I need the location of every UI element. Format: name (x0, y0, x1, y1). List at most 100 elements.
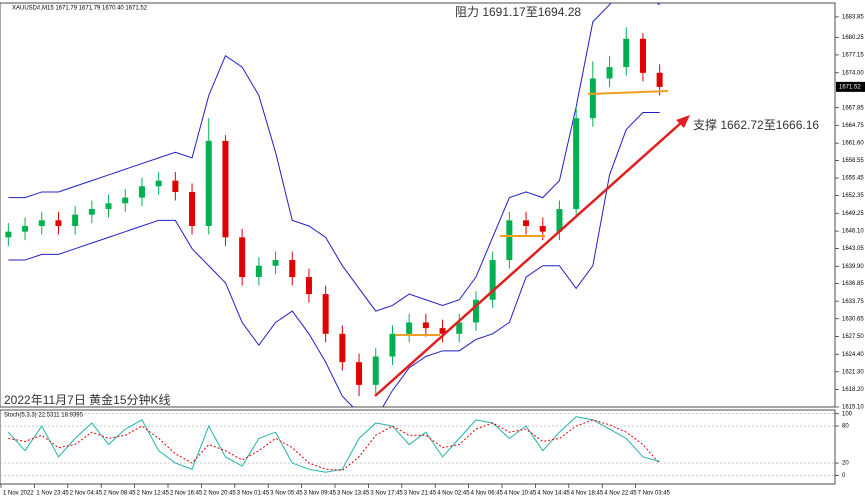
y-tick-label: 1652.35 (842, 193, 864, 199)
support-label: 支撑 1662.72至1666.16 (693, 117, 819, 132)
y-tick-label: 1618.20 (842, 387, 864, 393)
y-tick-label: 1643.05 (842, 246, 864, 252)
y-tick-label: 0 (842, 473, 846, 479)
header: XAUUSD#,M15 1671.79 1671.79 1670.40 1671… (12, 6, 148, 12)
candle-body (472, 299, 479, 323)
y-tick-label: 1680.25 (842, 35, 864, 41)
candle-body (606, 67, 613, 79)
candle-body (639, 38, 646, 73)
y-tick-label: 1633.75 (842, 299, 864, 305)
candle-body (623, 38, 630, 68)
candle-body (573, 118, 580, 209)
stoch-plot (0, 413, 835, 476)
stoch-line (7, 416, 660, 473)
bollinger-band (8, 112, 660, 407)
y-tick-label: 1636.85 (842, 281, 864, 287)
y-tick-label: 1627.50 (842, 334, 864, 340)
x-tick-label: 2 Nov 04:45 (70, 491, 103, 497)
candle-body (356, 362, 363, 385)
candle-body (656, 72, 663, 87)
price-panel (0, 2, 836, 408)
candle-body (172, 180, 179, 192)
candle-body (589, 78, 596, 119)
candle-body (556, 208, 563, 232)
x-tick-label: 4 Nov 18:45 (571, 491, 604, 497)
bollinger-band (8, 3, 660, 312)
y-tick-label: 100 (842, 411, 853, 417)
candle-body (406, 322, 413, 334)
y-tick-label: 1649.25 (842, 211, 864, 217)
candle-body (189, 191, 196, 226)
candle-body (22, 225, 29, 232)
y-tick-label: 1630.65 (842, 316, 864, 322)
level-line (587, 90, 669, 95)
annotation-lines (374, 90, 690, 397)
y-tick-label: 1677.15 (842, 52, 864, 58)
y-tick-label: 1683.85 (842, 14, 864, 20)
x-tick-label: 2 Nov 12:45 (137, 491, 170, 497)
y-tick-label: 1655.45 (842, 176, 864, 182)
candle-body (205, 140, 212, 226)
candle-body (72, 214, 79, 226)
x-tick-label: 3 Nov 09:45 (304, 491, 337, 497)
y-tick-label: 1615.10 (842, 405, 864, 411)
candle-body (305, 277, 312, 295)
x-tick-label: 4 Nov 06:45 (471, 491, 504, 497)
trend-arrow (374, 121, 683, 397)
x-tick-label: 3 Nov 01:45 (237, 491, 270, 497)
candle-body (289, 260, 296, 278)
candle-body (322, 294, 329, 334)
y-tick-label: 1621.30 (842, 369, 864, 375)
x-tick-label: 4 Nov 10:45 (504, 491, 537, 497)
candle-body (506, 220, 513, 261)
x-tick-label: 1 Nov 23:45 (36, 491, 69, 497)
resistance-label: 阻力 1691.17至1694.28 (455, 5, 581, 19)
candle-body (456, 322, 463, 334)
candle-body (389, 333, 396, 357)
current-price: 1671.52 (839, 84, 861, 90)
x-tick-label: 3 Nov 21:45 (404, 491, 437, 497)
candle-body (105, 203, 112, 209)
chart-caption: 2022年11月7日 黄金15分钟K线 (4, 392, 171, 407)
y-tick-label: 1658.55 (842, 158, 864, 164)
x-tick-label: 4 Nov 14:45 (537, 491, 570, 497)
x-tick-label: 2 Nov 08:45 (103, 491, 136, 497)
x-tick-label: 7 Nov 03:45 (638, 491, 671, 497)
candle-body (422, 322, 429, 329)
candle-body (439, 328, 446, 334)
y-tick-label: 1624.40 (842, 352, 864, 358)
candle-body (272, 260, 279, 266)
x-tick-label: 2 Nov 16:45 (170, 491, 203, 497)
x-tick-label: 1 Nov 2022 (3, 491, 34, 497)
y-tick-label: 1664.75 (842, 123, 864, 129)
candle-body (489, 260, 496, 300)
candle-body (55, 220, 62, 226)
y-tick-label: 80 (842, 424, 849, 430)
y-tick-label: 1667.85 (842, 105, 864, 111)
candle-body (222, 140, 229, 238)
x-tick-label: 3 Nov 17:45 (370, 491, 403, 497)
candle-body (88, 208, 95, 215)
candle-body (372, 356, 379, 385)
candle-body (155, 180, 162, 187)
candle-body (255, 265, 262, 278)
price-box (836, 81, 865, 92)
y-tick-label: 1646.10 (842, 229, 864, 235)
x-tick-label: 3 Nov 13:45 (337, 491, 370, 497)
x-tick-label: 3 Nov 05:45 (270, 491, 303, 497)
candle-body (38, 220, 45, 226)
y-tick-label: 1639.90 (842, 264, 864, 270)
x-tick-label: 4 Nov 02:45 (437, 491, 470, 497)
candle-body (239, 237, 246, 278)
candle-body (523, 220, 530, 226)
candle-body (138, 186, 145, 198)
price-plot (5, 3, 663, 407)
y-tick-label: 1661.60 (842, 141, 864, 147)
candle-body (539, 225, 546, 232)
arrow-head (676, 115, 690, 128)
candle-body (339, 333, 346, 363)
x-tick-label: 4 Nov 22:45 (604, 491, 637, 497)
y-tick-label: 20 (842, 461, 849, 467)
candle-body (122, 197, 129, 204)
